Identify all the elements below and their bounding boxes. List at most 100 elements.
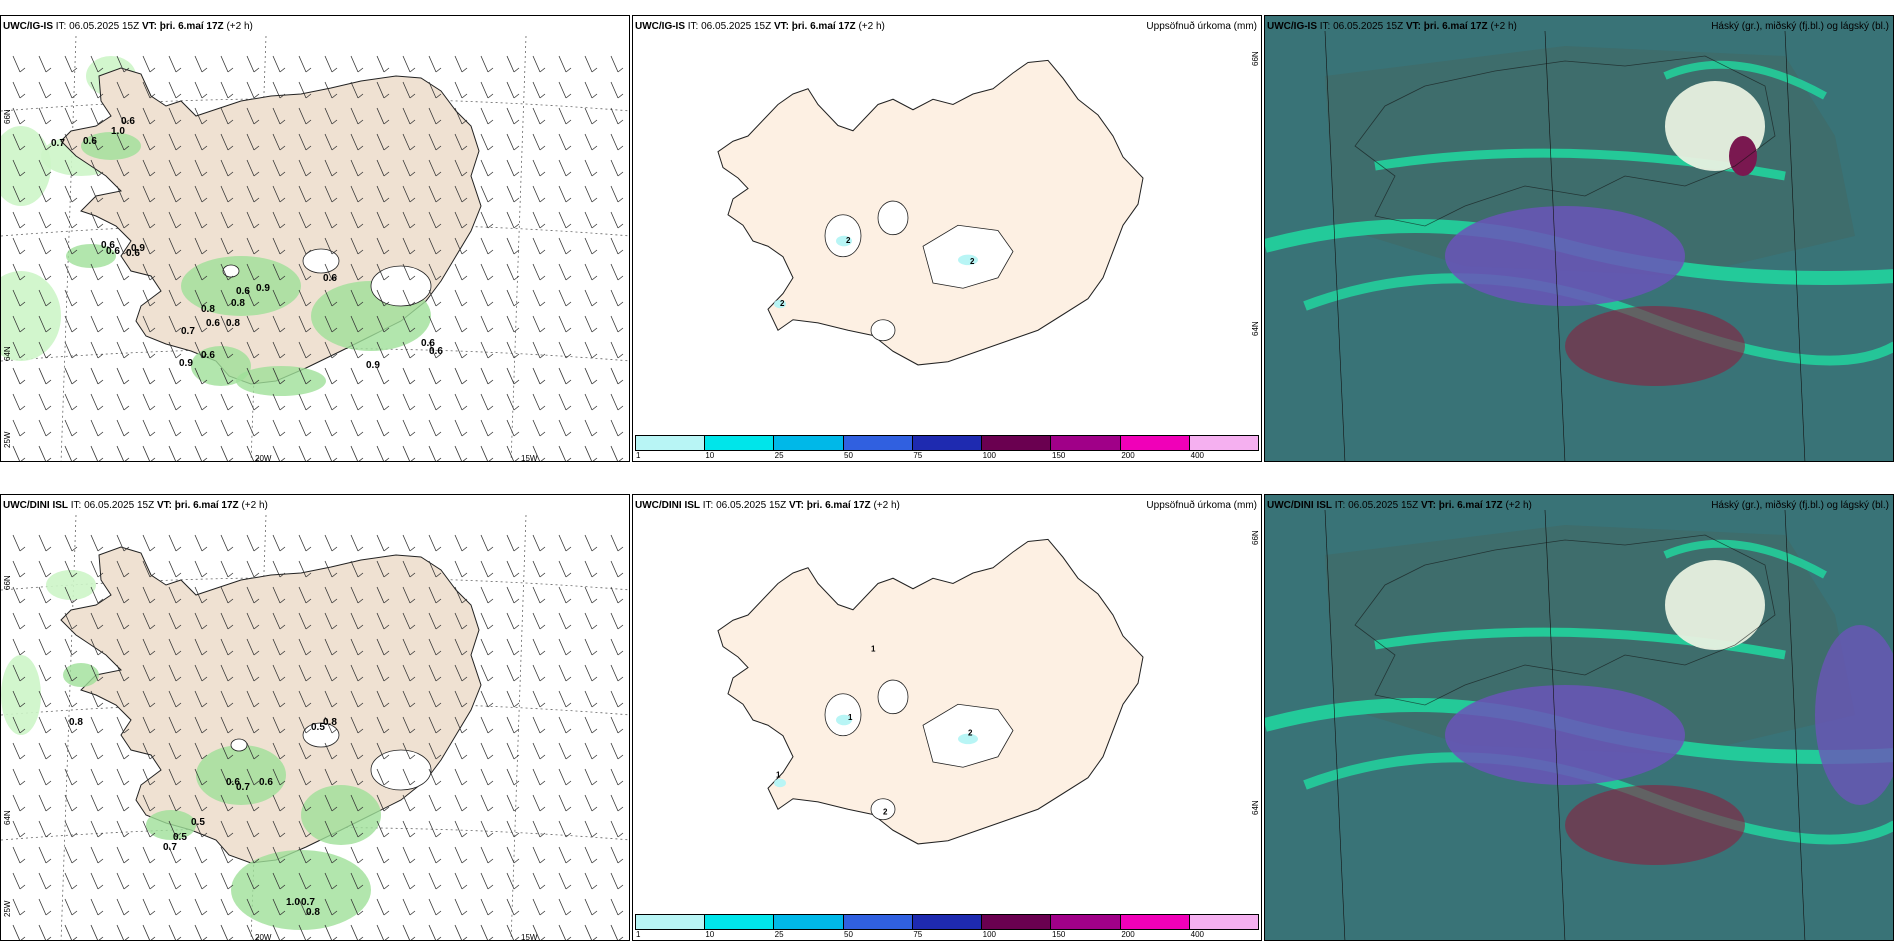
cloud-title: Háský (gr.), miðský (fj.bl.) og lágský (… <box>1711 21 1889 32</box>
colorbar-swatch <box>1120 436 1190 450</box>
panel-header: UWC/IG-IS IT: 06.05.2025 15Z VT: þri. 6.… <box>3 21 253 32</box>
colorbar-swatch <box>982 915 1052 929</box>
colorbar-swatch <box>774 915 844 929</box>
colorbar-swatch <box>912 915 983 929</box>
precip-value-label: 0.9 <box>179 358 193 369</box>
colorbar-tick-label: 150 <box>1052 930 1066 939</box>
precip-value-label: 0.6 <box>106 246 120 257</box>
lat-label-66: 66N <box>3 575 12 590</box>
lat-label-66: 66N <box>1251 530 1260 545</box>
precip-value-label: 0.7 <box>163 842 177 853</box>
precip-amount-label: 1 <box>776 771 781 780</box>
precip-value-label: 0.7 <box>181 326 195 337</box>
precip-amount-label: 2 <box>968 729 973 738</box>
lat-label-64: 64N <box>3 346 12 361</box>
lon-label-25: 25W <box>3 431 12 448</box>
precip-value-label: 0.6 <box>83 136 97 147</box>
colorbar-tick-label: 1 <box>636 451 641 460</box>
precip-amount-label: 2 <box>780 299 785 308</box>
precip-value-label: 0.6 <box>421 338 435 349</box>
precip-value-label: 0.6 <box>226 777 240 788</box>
wind-panel-row1: UWC/IG-IS IT: 06.05.2025 15Z VT: þri. 6.… <box>0 15 630 462</box>
cloud-map <box>1265 16 1893 461</box>
precip-value-label: 0.6 <box>323 273 337 284</box>
colorbar <box>635 914 1259 930</box>
precip-amount-label: 1 <box>848 713 853 722</box>
panel-header: UWC/IG-IS IT: 06.05.2025 15Z VT: þri. 6.… <box>635 21 885 32</box>
lon-label-20: 20W <box>255 933 272 941</box>
colorbar-tick-label: 50 <box>844 930 853 939</box>
colorbar-tick-label: 400 <box>1190 451 1205 460</box>
wind-panel-row2: UWC/DINI ISL IT: 06.05.2025 15Z VT: þri.… <box>0 494 630 941</box>
precip-value-label: 1.0 <box>286 897 300 908</box>
colorbar-swatch <box>912 436 983 450</box>
panel-header: UWC/DINI ISL IT: 06.05.2025 15Z VT: þri.… <box>3 500 268 511</box>
precip-value-label: 0.6 <box>206 318 220 329</box>
precip-value-label: 0.8 <box>231 298 245 309</box>
colorbar-swatch <box>843 436 913 450</box>
lat-label-66: 66N <box>3 109 12 124</box>
colorbar-tick-label: 200 <box>1121 930 1135 939</box>
precip-value-label: 0.8 <box>69 717 83 728</box>
lat-label-66: 66N <box>1251 51 1260 66</box>
colorbar-tick-label: 10 <box>705 930 715 939</box>
wind-map: 0.80.60.7 0.60.50.50.50.80.71.0 0.70.8 <box>1 514 629 940</box>
colorbar-tick-label: 75 <box>913 930 923 939</box>
colorbar-swatch <box>843 915 913 929</box>
colorbar-swatch <box>1189 436 1258 450</box>
precip-map: 2 2 2 <box>717 59 1144 366</box>
colorbar-tick-label: 200 <box>1121 451 1135 460</box>
colorbar <box>635 435 1259 451</box>
colorbar-tick-label: 1 <box>636 930 641 939</box>
cloud-title: Háský (gr.), miðský (fj.bl.) og lágský (… <box>1711 500 1889 511</box>
precip-value-label: 0.6 <box>101 240 115 251</box>
precip-value-label: 0.9 <box>256 283 270 294</box>
cloud-map <box>1265 495 1893 940</box>
colorbar-swatch <box>1120 915 1190 929</box>
colorbar-swatch <box>636 915 706 929</box>
colorbar-swatch <box>1189 915 1258 929</box>
precip-amount-label: 1 <box>871 645 876 654</box>
lat-label-64: 64N <box>1251 800 1260 815</box>
cloud-panel-row2: UWC/DINI ISL IT: 06.05.2025 15Z VT: þri.… <box>1264 494 1894 941</box>
precip-value-label: 0.6 <box>429 346 443 357</box>
colorbar-tick-label: 25 <box>774 451 784 460</box>
precip-value-label: 0.6 <box>126 248 140 259</box>
precip-panel-row1: UWC/IG-IS IT: 06.05.2025 15Z VT: þri. 6.… <box>632 15 1262 462</box>
precip-value-label: 0.7 <box>236 782 250 793</box>
precip-value-label: 0.8 <box>306 907 320 918</box>
colorbar-swatch <box>774 436 844 450</box>
precip-amount-label: 2 <box>846 236 851 245</box>
precip-value-label: 0.6 <box>201 350 215 361</box>
precip-value-label: 1.0 <box>111 126 125 137</box>
colorbar-ticks: 1 10 25 50 75 100 150 200 400 <box>635 451 1259 461</box>
colorbar-tick-label: 150 <box>1052 451 1066 460</box>
colorbar-tick-label: 25 <box>774 930 784 939</box>
precip-value-label: 0.9 <box>131 243 145 254</box>
precip-value-label: 0.7 <box>51 138 65 149</box>
precip-value-label: 0.6 <box>236 286 250 297</box>
precip-value-label: 0.8 <box>201 304 215 315</box>
colorbar-swatch <box>705 915 775 929</box>
lon-label-20: 20W <box>255 454 272 462</box>
panel-header: UWC/DINI ISL IT: 06.05.2025 15Z VT: þri.… <box>635 500 900 511</box>
colorbar-tick-label: 10 <box>705 451 715 460</box>
wind-map: 0.7 0.61.00.60.6 0.60.6 0.90.70.80.6 0.80.80… <box>1 35 629 461</box>
colorbar-swatch <box>982 436 1052 450</box>
cloud-panel-row1: UWC/IG-IS IT: 06.05.2025 15Z VT: þri. 6.… <box>1264 15 1894 462</box>
panel-header: UWC/DINI ISL IT: 06.05.2025 15Z VT: þri.… <box>1267 500 1532 511</box>
precip-value-label: 0.5 <box>173 832 187 843</box>
lat-label-64: 64N <box>1251 321 1260 336</box>
colorbar-tick-label: 100 <box>982 451 997 460</box>
precip-amount-label: 2 <box>883 807 888 816</box>
colorbar-tick-label: 400 <box>1190 930 1205 939</box>
precip-value-label: 0.5 <box>191 817 205 828</box>
precip-value-label: 0.6 <box>121 116 135 127</box>
precip-amount-label: 2 <box>970 257 975 266</box>
precip-value-label: 0.7 <box>301 897 315 908</box>
precip-value-label: 0.8 <box>323 717 337 728</box>
colorbar-swatch <box>705 436 775 450</box>
precip-value-label: 0.8 <box>226 318 240 329</box>
lon-label-15: 15W <box>521 454 538 462</box>
precip-value-label: 0.5 <box>311 722 325 733</box>
